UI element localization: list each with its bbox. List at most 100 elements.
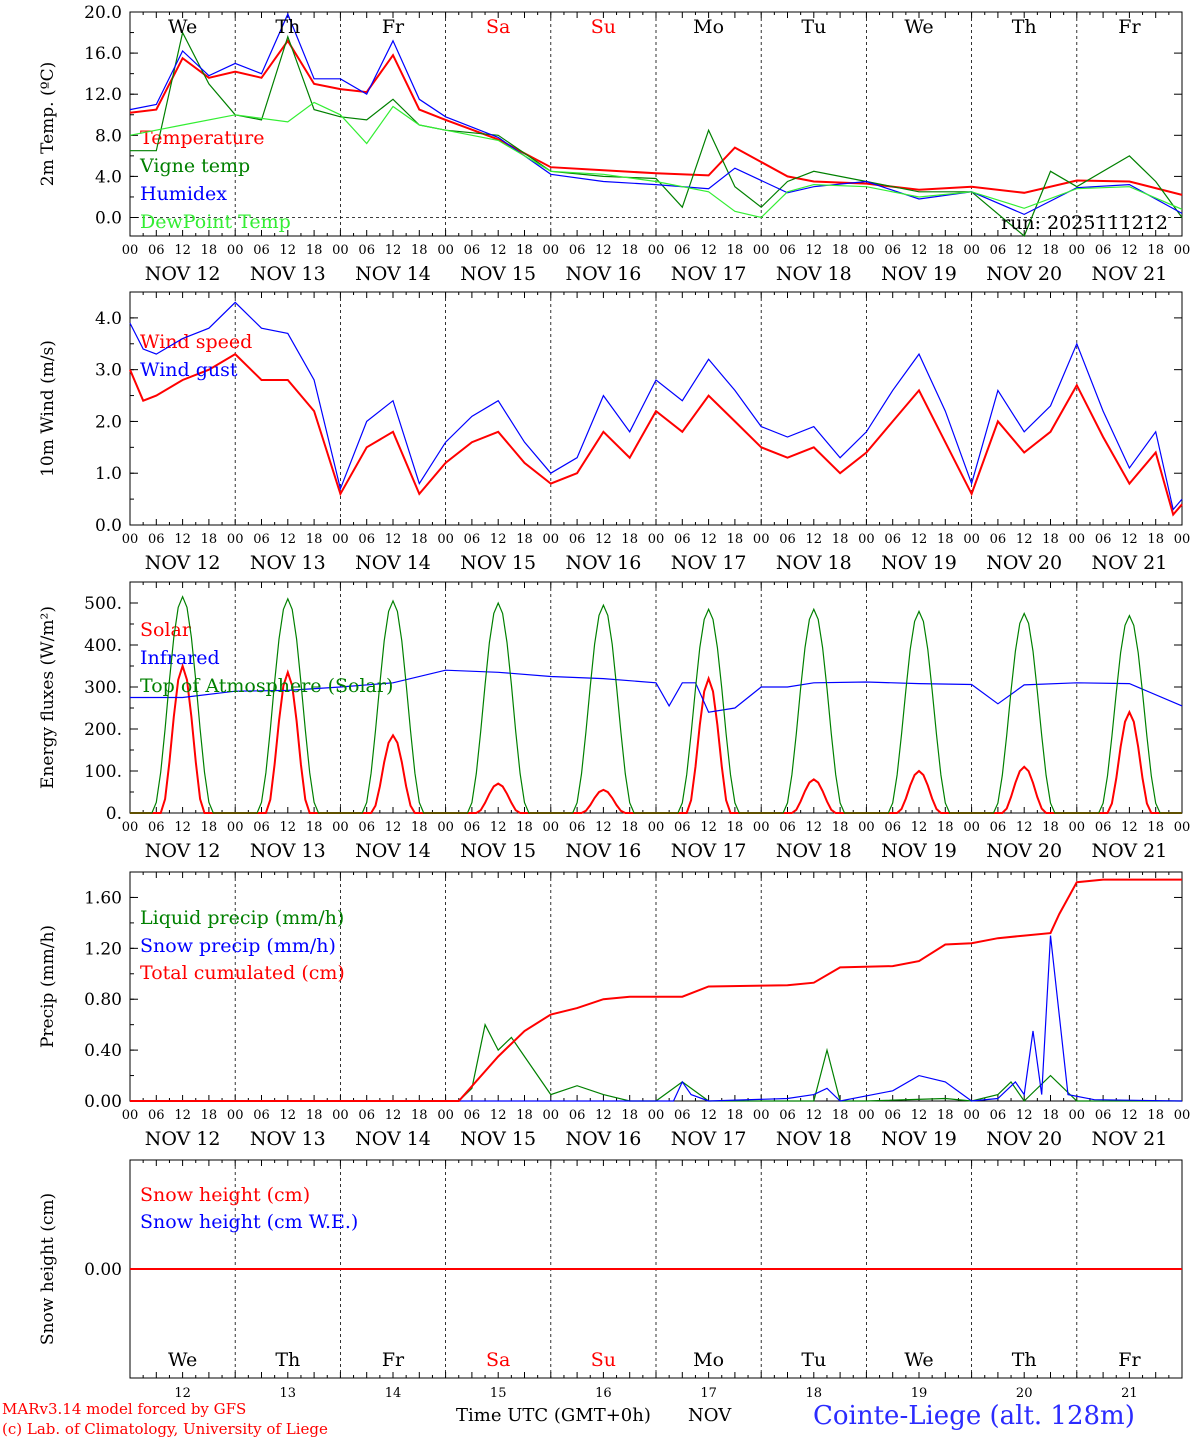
hour-tick-label: 12 <box>280 820 297 835</box>
hour-tick-label: 06 <box>253 243 270 258</box>
hour-tick-label: 18 <box>937 820 954 835</box>
date-label: NOV 18 <box>776 840 852 862</box>
hour-tick-label: 18 <box>727 820 744 835</box>
hour-tick-label: 12 <box>700 820 717 835</box>
y-axis-label: Energy fluxes (W/m²) <box>38 606 58 789</box>
hour-tick-label: 18 <box>516 532 533 547</box>
hour-tick-label: 06 <box>1095 243 1112 258</box>
day-number: 14 <box>385 1386 402 1401</box>
y-tick-label: 1.60 <box>84 888 122 908</box>
day-number: 16 <box>595 1386 612 1401</box>
hour-tick-label: 18 <box>411 820 428 835</box>
hour-tick-label: 00 <box>753 532 770 547</box>
date-label: NOV 17 <box>671 1128 747 1150</box>
hour-tick-label: 00 <box>963 820 980 835</box>
hour-tick-label: 12 <box>280 532 297 547</box>
day-number: 15 <box>490 1386 507 1401</box>
date-label: NOV 18 <box>776 1128 852 1150</box>
hour-tick-label: 06 <box>253 820 270 835</box>
date-label: NOV 12 <box>145 263 221 285</box>
hour-tick-label: 00 <box>437 1108 454 1123</box>
hour-tick-label: 12 <box>806 243 823 258</box>
day-name: Fr <box>1118 16 1141 38</box>
hour-tick-label: 18 <box>306 1108 323 1123</box>
hour-tick-label: 12 <box>806 820 823 835</box>
hour-tick-label: 12 <box>280 243 297 258</box>
date-label: NOV 17 <box>671 840 747 862</box>
day-number: 18 <box>806 1386 823 1401</box>
series-total-cumulated-cm--line <box>130 878 1182 1102</box>
hour-tick-label: 00 <box>227 532 244 547</box>
hour-tick-label: 00 <box>437 243 454 258</box>
hour-tick-label: 18 <box>621 243 638 258</box>
day-number: 19 <box>911 1386 928 1401</box>
date-label: NOV 19 <box>881 840 957 862</box>
date-label: NOV 20 <box>986 552 1062 574</box>
date-label: NOV 13 <box>250 1128 326 1150</box>
hour-tick-label: 12 <box>490 820 507 835</box>
hour-tick-label: 18 <box>832 243 849 258</box>
hour-tick-label: 18 <box>201 820 218 835</box>
hour-tick-label: 00 <box>963 1108 980 1123</box>
date-label: NOV 20 <box>986 1128 1062 1150</box>
hour-tick-label: 18 <box>832 820 849 835</box>
date-label: NOV 21 <box>1091 1128 1167 1150</box>
day-name: Mo <box>693 16 724 38</box>
date-label: NOV 19 <box>881 263 957 285</box>
date-label: NOV 14 <box>355 552 431 574</box>
series-top-of-atmosphere-solar--line <box>130 595 1182 814</box>
hour-tick-label: 12 <box>1016 820 1033 835</box>
hour-tick-label: 18 <box>621 532 638 547</box>
hour-tick-label: 18 <box>937 1108 954 1123</box>
hour-tick-label: 12 <box>385 532 402 547</box>
date-label: NOV 18 <box>776 552 852 574</box>
hour-tick-label: 00 <box>437 820 454 835</box>
hour-tick-label: 06 <box>779 243 796 258</box>
hour-tick-label: 00 <box>332 243 349 258</box>
hour-tick-label: 06 <box>884 820 901 835</box>
hour-tick-label: 12 <box>1016 243 1033 258</box>
hour-tick-label: 06 <box>884 243 901 258</box>
hour-tick-label: 00 <box>1069 532 1086 547</box>
hour-tick-label: 00 <box>1069 820 1086 835</box>
series-dewpoint-temp-line <box>129 101 1183 219</box>
date-label: NOV 15 <box>460 552 536 574</box>
station-title: Cointe-Liege (alt. 128m) <box>813 1401 1135 1431</box>
hour-tick-label: 00 <box>227 820 244 835</box>
day-name-bottom: Th <box>275 1349 300 1371</box>
day-name-bottom: Fr <box>382 1349 405 1371</box>
date-label: NOV 21 <box>1091 263 1167 285</box>
hour-tick-label: 18 <box>411 243 428 258</box>
hour-tick-label: 18 <box>727 532 744 547</box>
hour-tick-label: 18 <box>1042 532 1059 547</box>
y-tick-label: 0.0 <box>95 209 122 229</box>
hour-tick-label: 18 <box>1147 243 1164 258</box>
hour-tick-label: 00 <box>1174 243 1191 258</box>
date-label: NOV 14 <box>355 263 431 285</box>
series-wind-speed-line <box>129 352 1183 517</box>
series-wind-gust-line <box>129 301 1183 511</box>
hour-tick-label: 06 <box>674 532 691 547</box>
date-label: NOV 18 <box>776 263 852 285</box>
hour-tick-label: 00 <box>543 243 560 258</box>
date-label: NOV 12 <box>145 840 221 862</box>
hour-tick-label: 12 <box>1016 532 1033 547</box>
y-tick-label: 20.0 <box>84 3 122 23</box>
hour-tick-label: 18 <box>621 820 638 835</box>
hour-tick-label: 06 <box>779 532 796 547</box>
hour-tick-label: 00 <box>332 1108 349 1123</box>
day-name: We <box>168 16 197 38</box>
hour-tick-label: 12 <box>385 243 402 258</box>
legend-total-cumulated-cm-: Total cumulated (cm) <box>140 962 345 984</box>
y-axis-label: Precip (mm/h) <box>38 925 58 1048</box>
hour-tick-label: 00 <box>1174 1108 1191 1123</box>
hour-tick-label: 06 <box>464 532 481 547</box>
hour-tick-label: 18 <box>1042 243 1059 258</box>
date-label: NOV 14 <box>355 840 431 862</box>
hour-tick-label: 18 <box>306 820 323 835</box>
hour-tick-label: 12 <box>385 1108 402 1123</box>
hour-tick-label: 06 <box>148 532 165 547</box>
lab-credit: (c) Lab. of Climatology, University of L… <box>2 1420 328 1438</box>
hour-tick-label: 06 <box>884 1108 901 1123</box>
y-axis-label: Snow height (cm) <box>38 1193 58 1345</box>
